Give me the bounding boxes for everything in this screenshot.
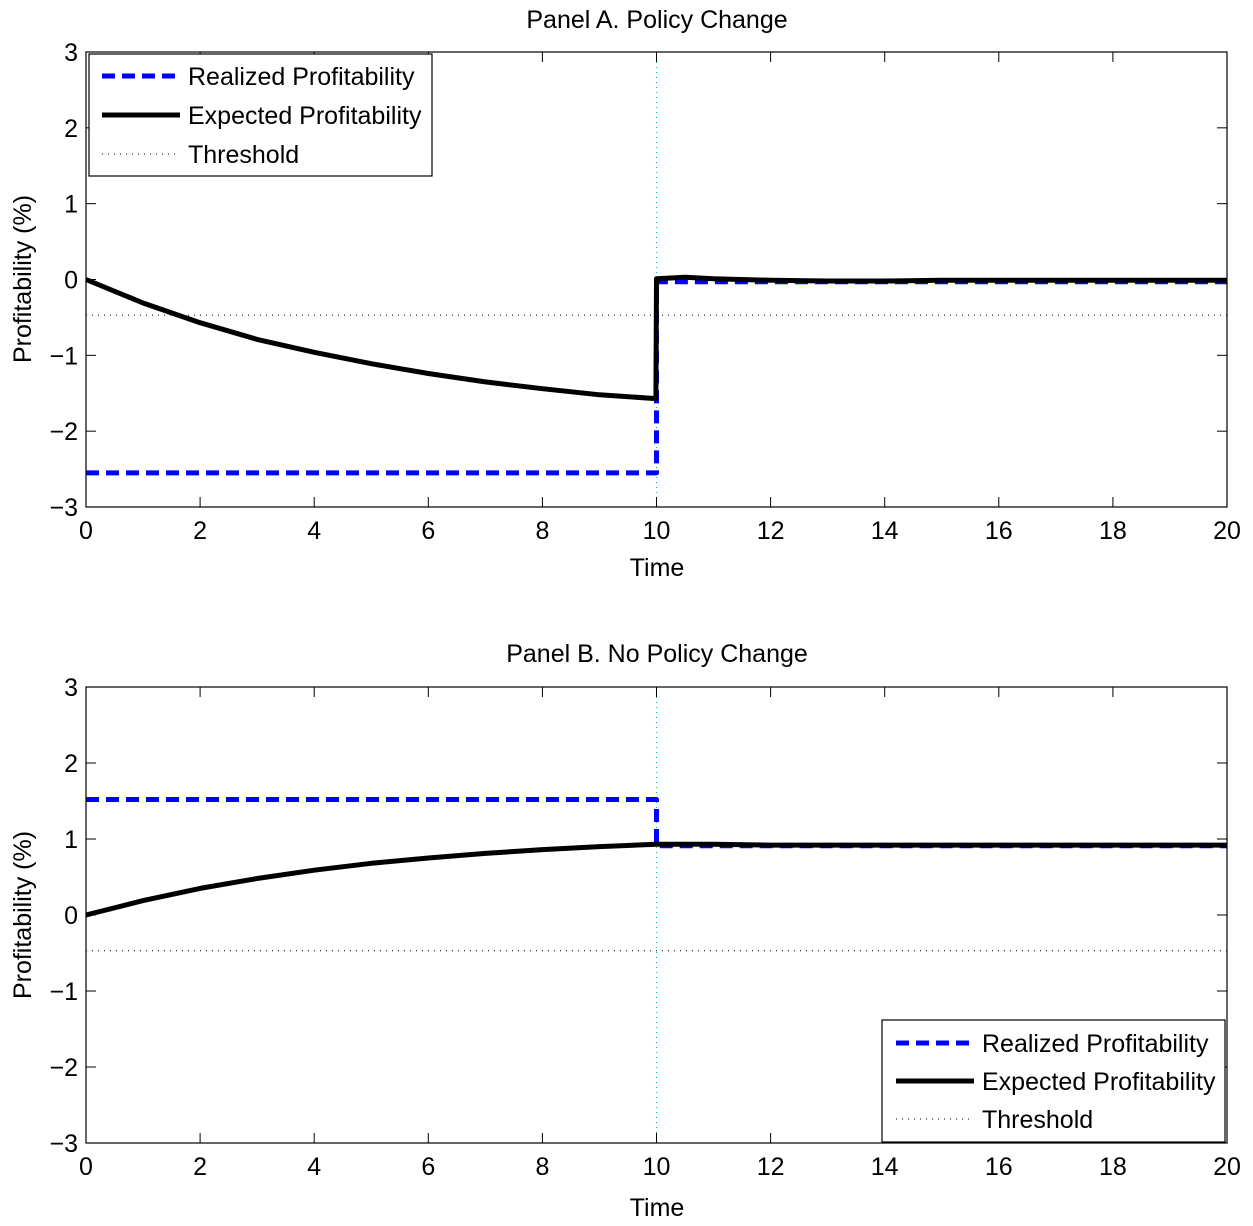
panel-b-xtick-label: 14 [871,1153,899,1181]
panel-b-xtick-label: 18 [1099,1153,1127,1181]
panel-b-xtick-label: 4 [307,1153,321,1181]
panel-b-xtick-label: 20 [1213,1153,1241,1181]
panel-a-xtick-label: 12 [757,517,785,545]
panel-a-xtick-label: 6 [421,517,435,545]
panel-a-ylabel: Profitability (%) [9,195,37,363]
panel-a-ytick-label: −1 [49,342,78,370]
panel-b-xtick-label: 10 [643,1153,671,1181]
panel-a-xtick-label: 10 [643,517,671,545]
panel-b-ytick-label: 0 [64,902,78,930]
panel-b-xtick-label: 6 [421,1153,435,1181]
panel-a-xtick-label: 0 [79,517,93,545]
panel-a-plot [85,52,1227,507]
panel-b-xtick-label: 0 [79,1153,93,1181]
panel-a-ytick-label: 0 [64,267,78,295]
panel-b-ytick-label: 2 [64,750,78,778]
panel-a-legend-label-realized: Realized Profitability [188,63,415,91]
panel-b-legend-label-threshold: Threshold [982,1106,1093,1134]
panel-b-ytick-label: −1 [49,978,78,1006]
panel-a-ytick-label: 1 [64,191,78,219]
panel-b-plot [85,687,1227,1143]
panel-b-legend: Realized Profitability Expected Profitab… [881,1019,1226,1143]
panel-a-xtick-label: 18 [1099,517,1127,545]
panel-a-ytick-label: −2 [49,418,78,446]
panel-b-ylabel: Profitability (%) [9,831,37,999]
panel-a-legend: Realized Profitability Expected Profitab… [88,53,433,177]
panel-a-ytick-label: 3 [64,39,78,67]
panel-a-xtick-label: 14 [871,517,899,545]
panel-b-xtick-label: 12 [757,1153,785,1181]
panel-a-xtick-label: 4 [307,517,321,545]
panel-a-title: Panel A. Policy Change [526,6,787,34]
panel-a-xtick-label: 16 [985,517,1013,545]
panel-b-ytick-label: 1 [64,826,78,854]
panel-b-title: Panel B. No Policy Change [506,640,808,668]
panel-a-legend-label-threshold: Threshold [188,141,299,169]
panel-a-xtick-label: 2 [193,517,207,545]
panel-b-series-expected [85,841,1227,918]
panel-b-ytick-label: −2 [49,1054,78,1082]
panel-a: Panel A. Policy Change Profitability (%)… [9,6,1241,582]
panel-a-series-expected [85,274,1227,402]
panel-b-xtick-label: 16 [985,1153,1013,1181]
panel-b-legend-label-realized: Realized Profitability [982,1030,1209,1058]
panel-b-legend-label-expected: Expected Profitability [982,1068,1216,1096]
panel-a-ytick-label: 2 [64,115,78,143]
panel-a-xtick-label: 20 [1213,517,1241,545]
panel-a-xlabel: Time [630,554,685,582]
panel-b-xtick-label: 2 [193,1153,207,1181]
panel-b-xtick-label: 8 [535,1153,549,1181]
panel-a-xtick-label: 8 [535,517,549,545]
panel-b-ytick-label: 3 [64,674,78,702]
panel-b-xlabel: Time [630,1194,685,1222]
panel-a-legend-label-expected: Expected Profitability [188,102,422,130]
panel-a-ytick-label: −3 [49,494,78,522]
panel-b-ytick-label: −3 [49,1130,78,1158]
panel-b: Panel B. No Policy Change Profitability … [9,640,1241,1222]
